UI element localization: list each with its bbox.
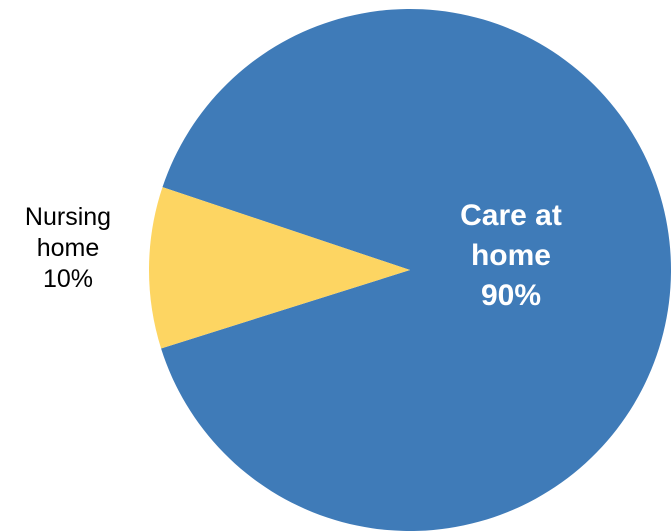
pie-label-nursing-home: Nursing home 10% — [25, 203, 111, 293]
pie-slices — [149, 9, 671, 531]
pie-label-line: 90% — [481, 279, 541, 312]
pie-label-care-at-home: Care at home 90% — [460, 199, 562, 312]
pie-label-line: 10% — [43, 265, 93, 293]
pie-label-line: home — [37, 234, 100, 262]
pie-label-line: Care at — [460, 199, 562, 232]
pie-label-line: Nursing — [25, 203, 111, 231]
pie-label-line: home — [471, 239, 551, 272]
pie-slice-nursing-home — [149, 187, 410, 349]
pie-slice-care-at-home — [161, 9, 671, 531]
pie-labels: Care at home 90% Nursing home 10% — [25, 199, 562, 312]
